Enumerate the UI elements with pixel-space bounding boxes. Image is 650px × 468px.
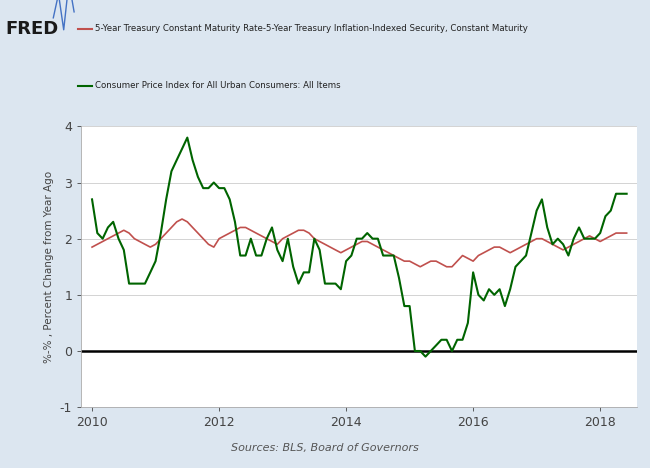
Y-axis label: %-% , Percent Change from Year Ago: %-% , Percent Change from Year Ago [44, 171, 55, 363]
Text: 5-Year Treasury Constant Maturity Rate-5-Year Treasury Inflation-Indexed Securit: 5-Year Treasury Constant Maturity Rate-5… [95, 24, 528, 33]
Text: FRED: FRED [5, 20, 58, 37]
Text: Sources: BLS, Board of Governors: Sources: BLS, Board of Governors [231, 443, 419, 453]
Text: Consumer Price Index for All Urban Consumers: All Items: Consumer Price Index for All Urban Consu… [95, 81, 341, 90]
